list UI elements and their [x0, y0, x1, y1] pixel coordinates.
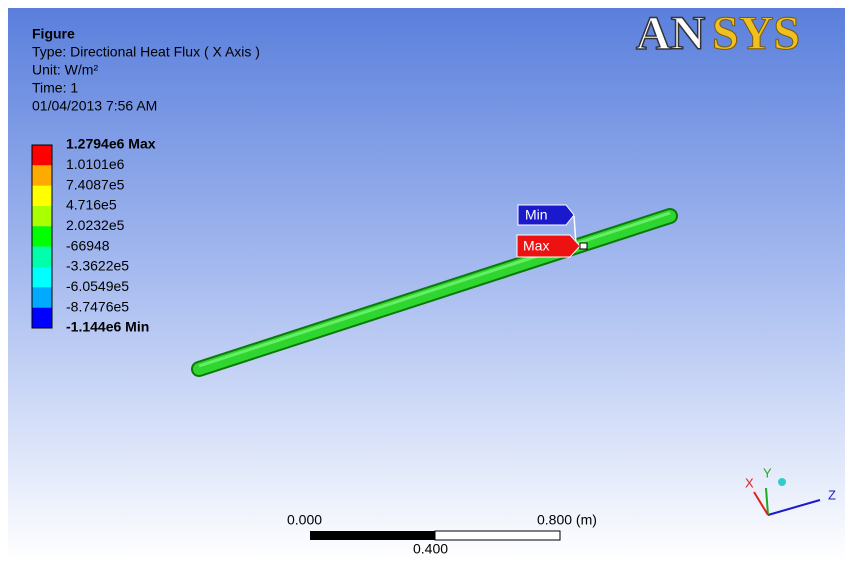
- legend-label: -8.7476e5: [66, 298, 129, 314]
- legend-band: [32, 165, 52, 185]
- triad-x: X: [745, 475, 754, 490]
- legend-band: [32, 186, 52, 206]
- scale-middle: 0.400: [413, 541, 448, 557]
- legend-band: [32, 287, 52, 307]
- triad-ball: [778, 478, 786, 486]
- legend-band: [32, 145, 52, 165]
- probe-marker: [580, 243, 587, 249]
- legend-label: -6.0549e5: [66, 278, 129, 294]
- background: [8, 8, 845, 560]
- legend-band: [32, 247, 52, 267]
- legend-label: -66948: [66, 237, 110, 253]
- legend-band: [32, 226, 52, 246]
- header-line: Unit: W/m²: [32, 62, 98, 78]
- legend-label: 7.4087e5: [66, 176, 125, 192]
- scale-left: 0.000: [287, 512, 322, 528]
- legend-band: [32, 267, 52, 287]
- header-line: Time: 1: [32, 80, 78, 96]
- header-title: Figure: [32, 26, 75, 42]
- triad-y: Y: [763, 465, 772, 480]
- legend-label: 1.2794e6 Max: [66, 136, 156, 152]
- legend-label: 2.0232e5: [66, 217, 125, 233]
- scale-white: [435, 531, 560, 540]
- logo-an: AN: [636, 7, 706, 60]
- legend-label: -3.3622e5: [66, 258, 129, 274]
- header-line: 01/04/2013 7:56 AM: [32, 98, 157, 114]
- legend-band: [32, 206, 52, 226]
- scale-black: [310, 531, 435, 540]
- legend-label: 4.716e5: [66, 197, 117, 213]
- viewport: Figure Type: Directional Heat Flux ( X A…: [0, 0, 850, 562]
- legend-label: 1.0101e6: [66, 156, 125, 172]
- header-line: Type: Directional Heat Flux ( X Axis ): [32, 44, 260, 60]
- logo-sys: SYS: [712, 7, 800, 60]
- max-label: Max: [523, 238, 549, 254]
- legend-band: [32, 308, 52, 328]
- legend-label: -1.144e6 Min: [66, 319, 149, 335]
- triad-z: Z: [828, 487, 836, 502]
- min-label: Min: [525, 207, 548, 223]
- logo: AN SYS: [636, 7, 800, 60]
- scale-right: 0.800 (m): [537, 512, 597, 528]
